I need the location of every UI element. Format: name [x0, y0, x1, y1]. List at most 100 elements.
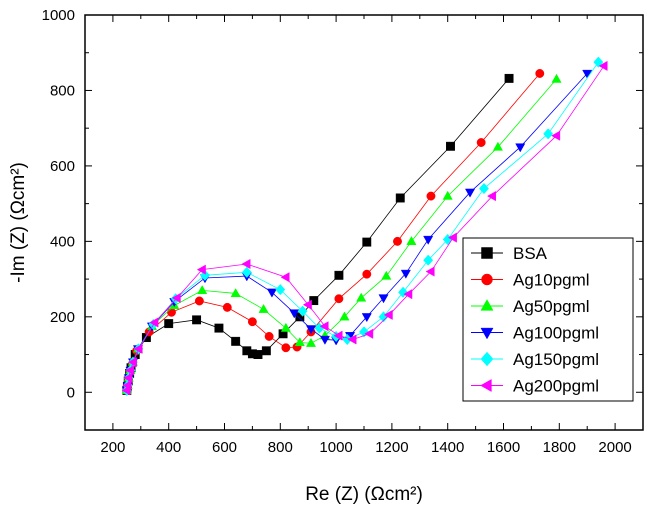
- legend-item: BSA: [471, 244, 548, 263]
- data-point: [319, 321, 329, 332]
- legend: BSA Ag10pgml Ag50pgml Ag100pgml Ag150pgml Ag2…: [462, 237, 634, 402]
- data-point: [395, 193, 405, 203]
- data-point: [378, 294, 389, 304]
- legend-label: Ag50pgml: [513, 297, 590, 316]
- data-point: [447, 232, 457, 243]
- data-point: [266, 288, 277, 298]
- data-point: [598, 60, 608, 71]
- data-point: [362, 237, 372, 247]
- legend-label: Ag200pgml: [513, 377, 599, 396]
- data-point: [302, 299, 312, 310]
- y-tick-label: 600: [50, 158, 75, 175]
- data-point: [231, 336, 241, 346]
- data-point: [280, 272, 290, 283]
- x-tick-label: 1400: [431, 439, 464, 456]
- x-tick-label: 2000: [598, 439, 631, 456]
- data-point: [364, 328, 374, 339]
- data-point: [504, 73, 514, 83]
- data-point: [230, 288, 241, 298]
- data-point: [362, 269, 372, 279]
- legend-box: [462, 237, 634, 402]
- data-point: [446, 141, 455, 151]
- data-point: [305, 325, 317, 335]
- legend-marker: [480, 299, 494, 311]
- legend-marker: [480, 379, 492, 392]
- data-point: [423, 254, 434, 266]
- data-point: [294, 337, 305, 347]
- data-point: [253, 350, 263, 359]
- series-Ag200pgml: [121, 60, 608, 396]
- x-tick-label: 800: [268, 439, 293, 456]
- legend-label: Ag100pgml: [513, 324, 599, 343]
- y-tick-label: 400: [50, 233, 75, 250]
- x-tick-label: 1600: [487, 439, 520, 456]
- data-point: [479, 182, 489, 195]
- data-point: [123, 372, 133, 383]
- data-point: [289, 309, 300, 319]
- data-point: [464, 188, 476, 198]
- y-tick-label: 200: [50, 309, 75, 326]
- y-axis-title: -Im (Z) (Ωcm²): [8, 162, 29, 283]
- data-point: [125, 365, 135, 376]
- data-point: [214, 323, 224, 333]
- data-point: [342, 333, 353, 346]
- data-point: [280, 322, 291, 332]
- x-axis-title: Re (Z) (Ωcm²): [305, 484, 423, 505]
- data-point: [264, 331, 274, 341]
- data-point: [487, 191, 496, 202]
- data-point: [171, 292, 181, 304]
- y-tick-label: 1000: [42, 7, 75, 24]
- data-point: [442, 190, 453, 200]
- data-point: [196, 264, 206, 275]
- legend-label: Ag10pgml: [513, 271, 590, 290]
- x-tick-label: 600: [212, 439, 237, 456]
- data-point: [383, 309, 393, 320]
- data-point: [515, 143, 526, 153]
- y-tick-label: 0: [67, 384, 75, 401]
- x-axis: 200 400 600 800 1000 1200 1400 1600 1800 2000: [84, 15, 644, 456]
- data-point: [423, 235, 434, 245]
- data-point: [333, 330, 343, 341]
- data-point: [381, 270, 392, 280]
- legend-marker: [480, 351, 494, 367]
- data-point: [543, 128, 554, 140]
- legend-item: Ag100pgml: [471, 324, 599, 343]
- x-tick-label: 1800: [543, 439, 576, 456]
- x-tick-label: 1200: [375, 439, 408, 456]
- data-point: [127, 357, 137, 368]
- legend-item: Ag200pgml: [471, 377, 599, 396]
- data-point: [192, 315, 202, 325]
- data-point: [403, 289, 413, 300]
- data-point: [222, 302, 232, 312]
- data-point: [356, 292, 367, 302]
- data-point: [334, 270, 344, 280]
- data-point: [194, 296, 204, 306]
- data-point: [347, 334, 357, 345]
- data-point: [361, 313, 372, 323]
- data-point: [319, 335, 330, 345]
- data-point: [167, 307, 176, 317]
- data-point: [275, 284, 286, 296]
- data-point: [551, 130, 561, 141]
- data-point: [197, 285, 208, 295]
- data-point: [261, 346, 271, 356]
- y-axis: 0 200 400 600 800 1000: [42, 7, 643, 431]
- data-point: [426, 191, 436, 201]
- data-point: [334, 294, 344, 304]
- data-point: [305, 337, 317, 347]
- data-point: [281, 343, 291, 353]
- series-layer: [121, 56, 608, 397]
- data-point: [400, 269, 411, 279]
- legend-marker: [481, 273, 493, 286]
- data-point: [492, 141, 503, 151]
- data-point: [297, 305, 308, 317]
- data-point: [258, 303, 269, 313]
- legend-item: Ag10pgml: [471, 271, 590, 290]
- data-point: [406, 236, 417, 245]
- data-point: [149, 317, 159, 328]
- data-point: [241, 266, 252, 278]
- data-point: [393, 236, 402, 246]
- data-point: [247, 317, 257, 327]
- y-tick-label: 800: [50, 82, 75, 99]
